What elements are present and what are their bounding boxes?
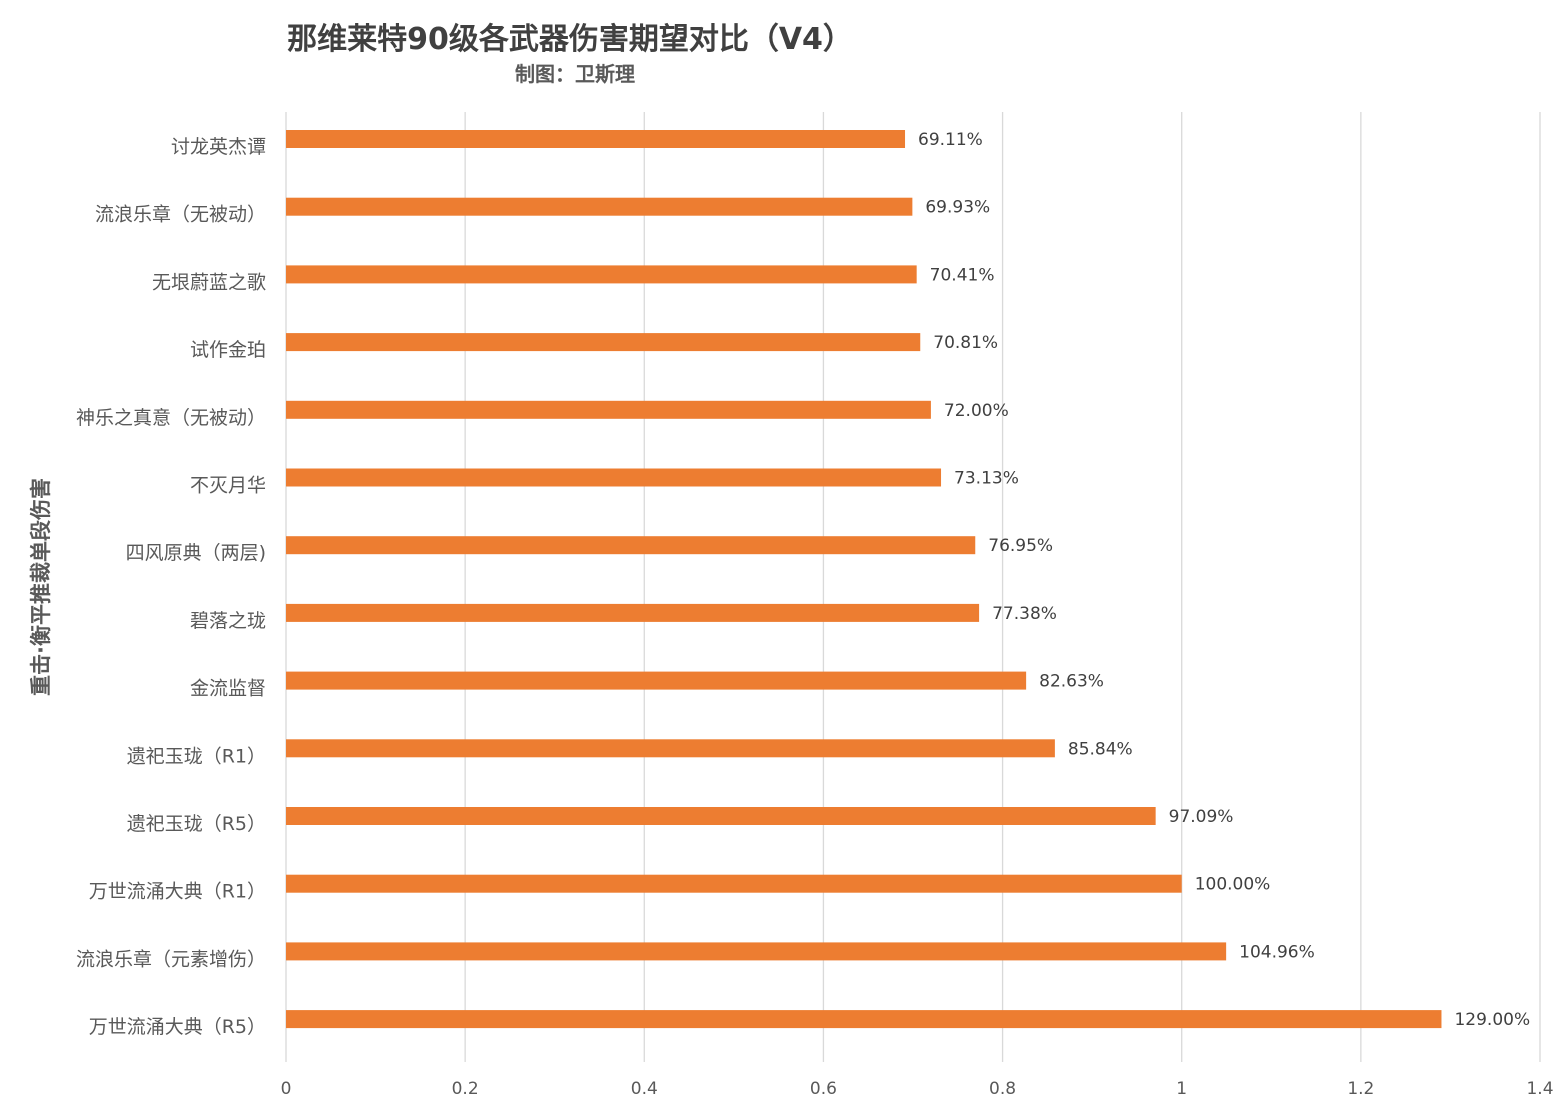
bar (286, 265, 917, 284)
data-label: 69.11% (918, 130, 983, 150)
data-label: 129.00% (1454, 1010, 1530, 1030)
bar (286, 739, 1055, 758)
data-label: 70.41% (930, 265, 995, 285)
bar (286, 536, 976, 555)
gridlines (285, 112, 1541, 1062)
x-tick-label: 0 (281, 1079, 292, 1099)
bar (286, 333, 921, 352)
category-label: 流浪乐章（元素增伤） (76, 948, 266, 970)
data-label: 70.81% (933, 333, 998, 353)
data-labels: 69.11% 69.93% 70.41% 70.81% 72.00% 73.13% 76.9… (918, 130, 1530, 1030)
chart-subtitle: 制图：卫斯理 (515, 62, 635, 86)
x-tick-label: 0.8 (989, 1079, 1016, 1099)
x-tick-label: 1.4 (1526, 1079, 1553, 1099)
y-axis-title: 重击·衡平推裁单段伤害 (29, 478, 53, 696)
x-tick-labels: 0 0.2 0.4 0.6 0.8 1 1.2 1.4 (281, 1079, 1554, 1099)
bar (286, 197, 913, 216)
category-label: 万世流涌大典（R5） (89, 1016, 266, 1038)
bar (286, 400, 931, 419)
data-label: 97.09% (1169, 807, 1234, 827)
data-label: 85.84% (1068, 739, 1133, 759)
bar (286, 874, 1182, 893)
data-label: 104.96% (1239, 942, 1315, 962)
bar (286, 807, 1156, 825)
x-tick-label: 0.2 (452, 1079, 479, 1099)
data-label: 73.13% (954, 469, 1019, 489)
data-label: 69.93% (925, 198, 990, 218)
bar (286, 942, 1227, 961)
category-label: 金流监督 (190, 678, 266, 700)
bar (286, 1010, 1442, 1029)
data-label: 82.63% (1039, 672, 1104, 692)
bar (286, 603, 980, 622)
x-tick-label: 0.6 (810, 1079, 837, 1099)
bar (286, 671, 1027, 690)
category-label: 流浪乐章（无被动） (95, 204, 266, 226)
bars (286, 130, 1442, 1029)
category-label: 不灭月华 (190, 475, 266, 497)
category-label: 碧落之珑 (190, 610, 266, 632)
category-label: 遗祀玉珑（R1） (127, 745, 266, 767)
x-tick-label: 1.2 (1347, 1079, 1374, 1099)
data-label: 100.00% (1195, 875, 1271, 895)
category-label: 四风原典（两层) (126, 542, 266, 564)
category-label: 神乐之真意（无被动） (76, 407, 266, 429)
bar (286, 468, 942, 487)
bar (286, 130, 906, 148)
category-label: 遗祀玉珑（R5） (127, 813, 266, 835)
category-label: 试作金珀 (190, 339, 266, 361)
data-label: 77.38% (992, 604, 1057, 624)
category-label: 无垠蔚蓝之歌 (152, 271, 266, 293)
x-tick-label: 1 (1176, 1079, 1187, 1099)
chart-title: 那维莱特90级各武器伤害期望对比（V4） (287, 22, 853, 57)
category-label: 讨龙英杰谭 (171, 136, 266, 158)
data-label: 72.00% (944, 401, 1009, 421)
data-label: 76.95% (988, 536, 1053, 556)
category-label: 万世流涌大典（R1） (89, 881, 266, 903)
x-tick-label: 0.4 (631, 1079, 658, 1099)
